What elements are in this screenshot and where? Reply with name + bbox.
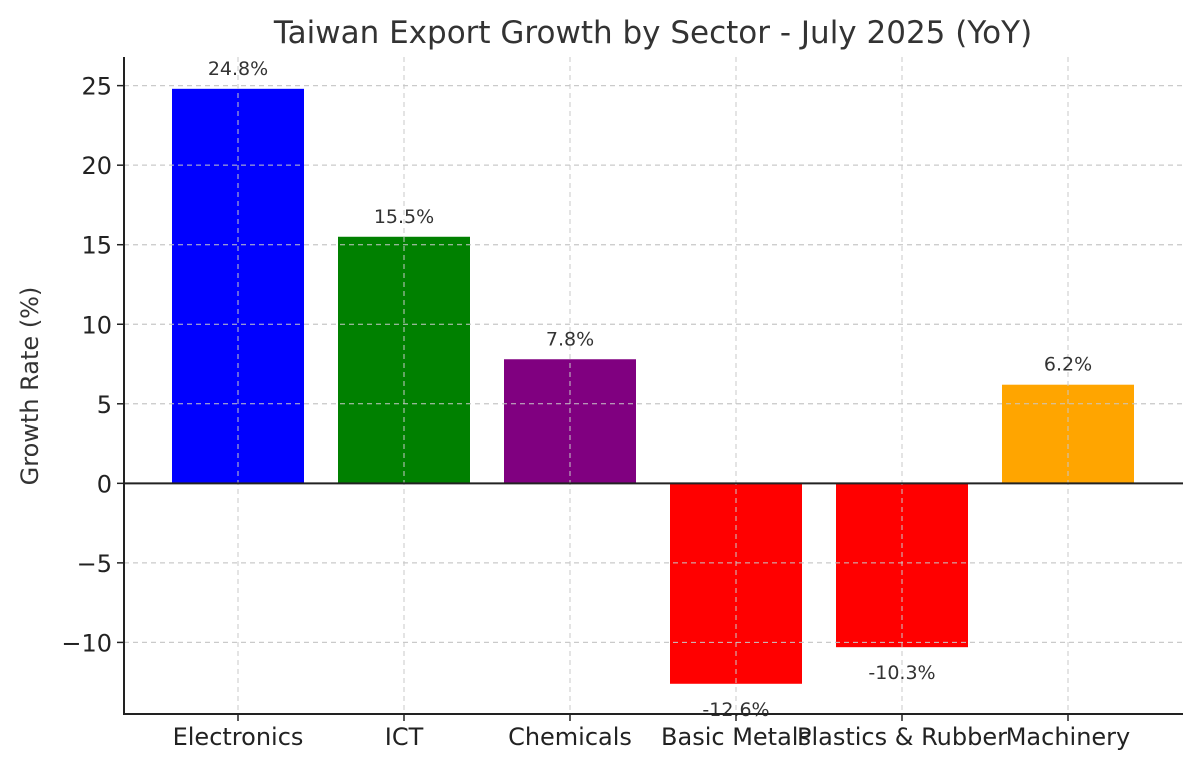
data-label: -12.6% (702, 699, 769, 721)
y-tick-label: −10 (61, 629, 112, 657)
y-tick-label: 0 (97, 470, 112, 498)
x-tick-label: Chemicals (508, 723, 632, 751)
data-label: 7.8% (546, 328, 594, 350)
x-tick-label: Plastics & Rubber (797, 723, 1007, 751)
x-tick-label: Electronics (173, 723, 304, 751)
y-tick-label: −5 (77, 550, 112, 578)
data-label: 6.2% (1044, 354, 1092, 376)
x-tick-label: ICT (385, 723, 424, 751)
chart-title: Taiwan Export Growth by Sector - July 20… (273, 15, 1032, 51)
y-tick-label: 15 (81, 232, 112, 260)
x-tick-label: Machinery (1006, 723, 1131, 751)
y-tick-label: 10 (81, 311, 112, 339)
data-label: 15.5% (374, 206, 434, 228)
x-tick-label: Basic Metals (661, 723, 811, 751)
data-label: 24.8% (208, 58, 268, 80)
y-tick-label: 20 (81, 152, 112, 180)
y-axis-label: Growth Rate (%) (16, 287, 44, 486)
axes-layer: −10 −5 0 5 10 15 20 25 Electronics ICT Chemicals Ba… (61, 57, 1183, 751)
y-tick-label: 25 (81, 73, 112, 101)
bars-layer (172, 88, 1134, 684)
y-tick-label: 5 (97, 391, 112, 419)
data-label: -10.3% (868, 662, 935, 684)
